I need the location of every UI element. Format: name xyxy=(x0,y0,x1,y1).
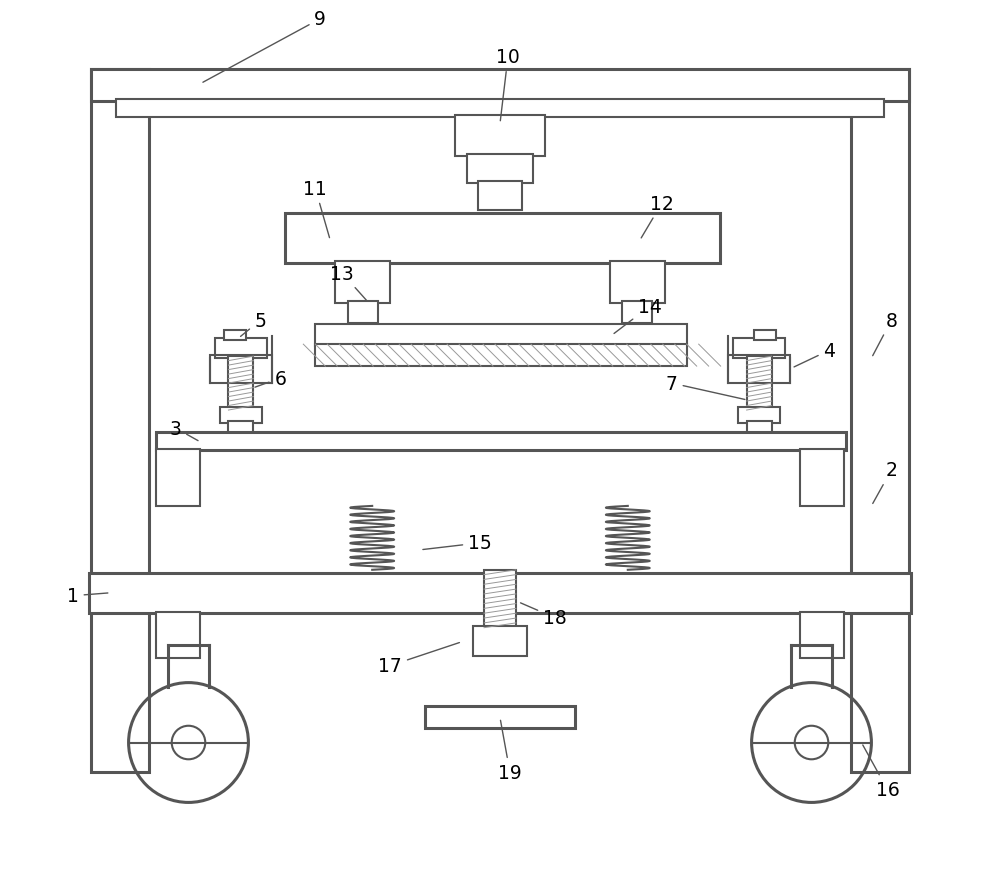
Bar xyxy=(747,356,772,411)
Text: 2: 2 xyxy=(873,461,897,504)
Text: 18: 18 xyxy=(521,603,567,628)
Text: 11: 11 xyxy=(303,180,329,238)
Text: 19: 19 xyxy=(498,721,522,782)
Bar xyxy=(220,407,262,423)
Bar xyxy=(455,115,545,157)
Text: 3: 3 xyxy=(170,419,198,441)
Bar xyxy=(484,570,516,628)
Text: 5: 5 xyxy=(241,312,266,337)
Bar xyxy=(215,339,267,359)
Text: 16: 16 xyxy=(863,745,899,799)
Bar xyxy=(425,706,575,728)
Bar xyxy=(91,69,149,773)
Bar xyxy=(285,214,720,264)
Bar xyxy=(228,421,253,435)
Bar xyxy=(210,356,272,384)
Text: 8: 8 xyxy=(873,312,897,356)
Text: 9: 9 xyxy=(203,11,326,83)
Bar xyxy=(747,421,772,435)
Bar xyxy=(315,325,687,347)
Bar xyxy=(754,331,776,341)
Bar xyxy=(156,612,200,658)
Text: 15: 15 xyxy=(423,534,492,553)
Text: 4: 4 xyxy=(794,342,835,368)
Bar xyxy=(224,331,246,341)
Bar xyxy=(335,262,390,304)
Bar xyxy=(622,302,652,324)
Bar xyxy=(610,262,665,304)
Text: 10: 10 xyxy=(496,48,520,122)
Bar xyxy=(728,356,790,384)
Bar xyxy=(738,407,780,423)
Bar xyxy=(348,302,378,324)
Bar xyxy=(800,450,844,507)
Bar xyxy=(156,450,200,507)
Text: 17: 17 xyxy=(378,643,459,675)
Text: 12: 12 xyxy=(641,195,674,239)
Bar xyxy=(733,339,785,359)
Text: 6: 6 xyxy=(255,369,286,388)
Bar xyxy=(851,69,909,773)
Bar xyxy=(800,612,844,658)
Text: 1: 1 xyxy=(67,587,108,606)
Bar xyxy=(156,433,846,450)
Bar xyxy=(91,69,909,102)
Text: 13: 13 xyxy=(330,264,366,301)
Bar xyxy=(116,99,884,118)
Bar xyxy=(467,155,533,184)
Bar xyxy=(89,573,911,613)
Text: 7: 7 xyxy=(666,374,745,400)
Text: 14: 14 xyxy=(614,298,662,335)
Bar xyxy=(473,626,527,656)
Bar xyxy=(228,356,253,411)
Bar xyxy=(315,345,687,367)
Bar xyxy=(478,183,522,211)
